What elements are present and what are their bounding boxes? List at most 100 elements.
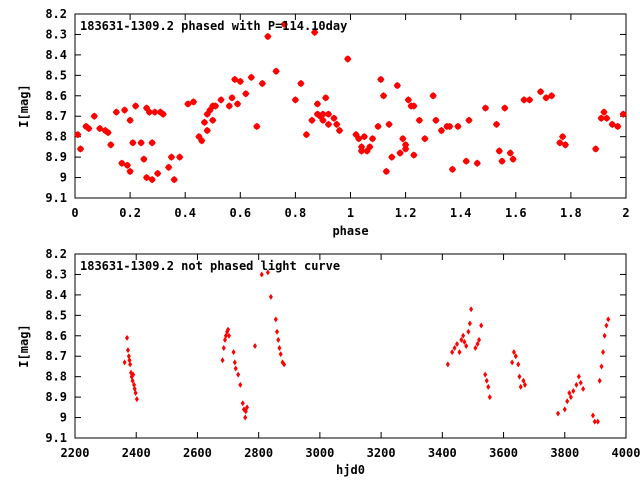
x-tick-label: 1.4 (450, 206, 472, 220)
x-axis-label: hjd0 (336, 463, 365, 477)
data-point (148, 139, 156, 147)
data-point (374, 122, 382, 131)
plot-title: 183631-1309.2 phased with P=114.10day (80, 19, 347, 33)
x-tick-label: 0 (71, 206, 78, 220)
data-point (302, 131, 311, 139)
data-point (437, 126, 446, 135)
data-point (454, 122, 462, 131)
data-point (170, 176, 178, 184)
data-point (548, 92, 556, 100)
data-point (511, 349, 516, 356)
unphased-light-curve-plot: 2200 2400 2600 2800 3000 3200 3400 3600 3800 4000… (17, 247, 640, 477)
x-tick-label: 2 (622, 206, 629, 220)
x-tick-label: 3200 (367, 446, 396, 460)
data-point (522, 381, 527, 388)
data-point (258, 79, 266, 88)
data-point (402, 145, 410, 153)
data-point (200, 118, 209, 126)
data-point (619, 110, 627, 118)
data-point (393, 81, 401, 90)
data-point (606, 316, 611, 323)
data-point (578, 379, 583, 386)
y-tick-label: 8.4 (45, 48, 67, 62)
y-tick-label: 8.3 (45, 27, 67, 41)
data-point (209, 116, 217, 124)
data-point (509, 155, 517, 163)
x-tick-label: 2600 (183, 446, 212, 460)
data-point (455, 340, 460, 347)
data-point (382, 167, 390, 176)
data-point (319, 110, 327, 118)
data-point (602, 332, 607, 339)
data-point (567, 390, 572, 397)
data-point (125, 334, 130, 341)
data-point (278, 351, 283, 358)
x-tick-label: 0.4 (174, 206, 196, 220)
data-point (516, 361, 521, 368)
data-point (603, 114, 611, 122)
data-point (479, 322, 484, 329)
data-point (140, 155, 148, 163)
data-point (565, 398, 570, 405)
data-point (265, 269, 270, 276)
data-point (410, 102, 418, 110)
data-point (379, 92, 388, 100)
data-point (399, 135, 407, 143)
data-point (143, 173, 151, 182)
data-point (492, 120, 501, 128)
x-tick-label: 2200 (61, 446, 90, 460)
data-point (247, 73, 255, 81)
x-tick-label: 3800 (550, 446, 579, 460)
data-point (120, 106, 129, 114)
data-point (597, 377, 602, 384)
data-point (404, 96, 412, 104)
data-point (608, 120, 616, 128)
x-tick-label: 0.2 (119, 206, 141, 220)
y-tick-label: 9.1 (45, 191, 67, 205)
data-point (319, 116, 327, 124)
data-point (556, 410, 561, 417)
data-point (465, 116, 473, 124)
data-point (484, 377, 489, 384)
x-tick-label: 2400 (122, 446, 151, 460)
data-point (324, 110, 333, 118)
data-point (112, 108, 120, 116)
data-point (236, 77, 244, 86)
data-point (189, 98, 198, 106)
data-point (198, 137, 206, 145)
data-point (324, 120, 333, 128)
data-point (145, 108, 153, 116)
data-point (432, 116, 440, 124)
y-axis-label: I[mag] (17, 84, 31, 127)
data-point (495, 147, 503, 155)
data-point (335, 126, 344, 135)
y-tick-label: 9.1 (45, 431, 67, 445)
data-point (344, 55, 352, 63)
data-point (599, 363, 604, 370)
data-point (562, 406, 567, 413)
data-point (231, 349, 236, 356)
data-point (559, 133, 567, 141)
data-point (506, 149, 514, 157)
data-point (330, 114, 338, 122)
data-point (217, 96, 225, 104)
data-point (242, 90, 250, 98)
phased-light-curve-plot: 0 0.2 0.4 0.6 0.8 1 1.2 1.4 1.6 1.8 2 8.2 8.3 8.4 8.5 8… (17, 7, 630, 238)
data-point (446, 122, 454, 131)
data-point (473, 345, 478, 352)
data-point (601, 349, 606, 356)
data-point (167, 153, 176, 161)
data-point (421, 135, 429, 143)
x-tick-label: 1.8 (560, 206, 582, 220)
data-point (483, 371, 488, 378)
y-tick-label: 8.6 (45, 89, 67, 103)
data-point (277, 345, 282, 352)
data-point (311, 28, 319, 36)
data-point (280, 20, 288, 28)
data-point (268, 293, 273, 300)
data-point (501, 104, 509, 112)
data-point (576, 373, 581, 380)
data-point (450, 349, 455, 356)
data-point (614, 122, 622, 131)
data-point (122, 359, 127, 366)
